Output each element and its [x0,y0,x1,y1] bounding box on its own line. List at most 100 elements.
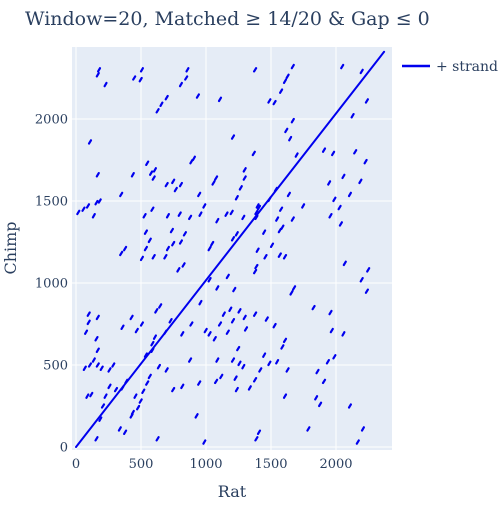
match-segment [269,242,275,248]
match-segment [181,262,186,268]
match-segment [178,181,183,188]
match-segment [217,96,223,103]
match-segment [225,273,230,280]
match-segment [262,352,267,358]
match-segment [353,149,358,155]
match-segment [327,180,332,186]
match-segment [267,196,272,203]
match-segment [132,75,137,81]
match-segment [159,101,164,108]
match-segment [215,357,220,363]
match-segment [285,73,290,80]
match-segment [211,180,216,186]
match-segment [321,147,327,153]
match-segment [107,383,112,390]
match-segment [113,386,119,393]
match-segment [95,347,100,353]
match-segment [267,360,272,367]
chart-title: Window=20, Matched ≥ 14/20 & Gap ≤ 0 [25,8,430,30]
match-segment [228,306,233,312]
match-segment [194,413,199,419]
match-segment [215,217,220,224]
y-tick-label: 1500 [35,195,68,210]
match-segment [290,117,295,124]
match-segment [364,98,369,104]
match-segment [217,321,223,327]
match-segment [91,357,96,363]
match-segment [100,403,106,409]
match-segment [254,436,259,442]
match-segment [243,326,249,332]
match-segment [282,78,288,85]
match-segment [241,363,246,370]
match-segment [133,393,138,399]
match-segment [301,203,306,209]
match-segment [311,304,316,311]
match-segment [272,99,277,106]
match-segment [238,185,243,191]
match-segment [255,247,260,253]
legend[interactable]: + strand [402,59,498,75]
match-segment [254,214,259,221]
match-segment [89,391,94,398]
match-segment [103,393,108,399]
x-tick-label: 0 [72,457,80,472]
match-segment [177,211,182,217]
match-segment [229,209,234,216]
match-segment [359,68,364,75]
x-axis-ticks: 0 500 1000 1500 2000 [72,457,353,472]
match-segment [262,229,267,235]
match-segment [195,93,200,99]
legend-label-plus-strand: + strand [436,59,498,75]
match-segment [95,172,100,178]
match-segment [171,386,176,393]
match-segment [328,213,333,219]
match-segment [267,98,272,104]
match-segment [273,186,278,193]
match-segment [142,213,147,219]
match-segment [294,152,299,158]
x-axis-title: Rat [218,482,247,501]
match-segment [341,331,346,337]
match-segment [98,416,103,422]
match-segment [198,299,203,306]
match-segment [155,436,160,442]
match-segment [119,250,124,257]
match-segment [366,267,371,273]
match-segment [129,314,134,321]
match-segment [182,231,187,237]
match-segment [242,167,247,173]
match-segment [224,211,229,217]
match-segment [202,439,207,445]
match-segment [138,398,143,404]
match-segment [145,380,150,386]
match-segment [242,175,247,181]
match-segment [230,357,236,363]
match-segment [292,285,297,291]
match-segment [237,308,242,314]
match-segment [95,71,100,78]
match-segment [360,426,365,432]
match-segment [107,367,112,373]
match-segment [284,127,289,134]
match-segment [139,67,144,73]
match-segment [163,254,168,260]
match-segment [234,386,239,393]
plot-area [72,47,392,450]
match-segment [241,214,246,221]
match-segment [197,191,202,198]
match-segment [139,255,144,262]
match-segment [347,403,352,409]
match-segment [350,112,355,119]
match-segment [215,285,220,291]
match-segment [355,439,360,445]
match-segment [314,395,319,401]
match-segment [275,216,280,222]
match-segment [180,331,185,337]
match-segment [242,314,247,321]
match-segment [275,359,280,365]
match-segment [83,329,89,335]
match-segment [203,327,208,334]
match-segment [253,67,258,73]
